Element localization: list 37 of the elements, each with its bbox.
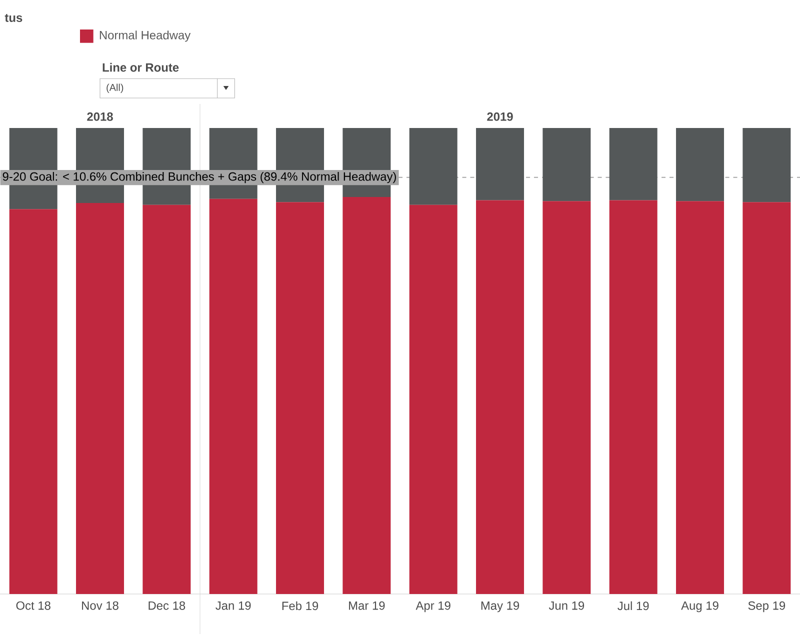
x-tick-label: Aug 19 <box>681 601 718 612</box>
bar <box>742 202 791 594</box>
bar <box>476 200 524 594</box>
bar <box>609 128 658 200</box>
x-tick-label: Apr 19 <box>416 601 450 612</box>
bar <box>142 204 191 594</box>
x-tick-label: Nov 18 <box>82 601 118 610</box>
bar <box>76 203 124 594</box>
bar <box>342 196 391 594</box>
x-tick-label: Feb 19 <box>282 601 318 610</box>
bar <box>476 128 524 200</box>
bar <box>9 209 58 594</box>
bar <box>409 128 458 205</box>
x-tick-label: Oct 18 <box>16 601 50 610</box>
bar <box>209 198 258 594</box>
text: 2019 <box>487 112 513 121</box>
x-tick-label: Jun 19 <box>548 601 584 610</box>
x-tick-label: Dec 18 <box>148 601 186 610</box>
x-tick-label: May 19 <box>481 601 520 612</box>
x-tick-label: Jul 19 <box>618 601 649 610</box>
bar <box>609 200 658 594</box>
bar <box>676 128 724 202</box>
bar <box>742 128 791 202</box>
text: (All) <box>106 84 124 93</box>
bar <box>542 201 591 594</box>
ref-line-label: 9-20 Goal: < 10.6% Combined Bunches + Gaps (89.4% Normal Headway) <box>2 172 396 184</box>
bar <box>676 201 724 594</box>
bar <box>409 204 458 594</box>
x-tick-label: Jan 19 <box>216 601 251 610</box>
bar <box>276 202 324 594</box>
x-tick-label: Sep 19 <box>748 601 786 612</box>
text: 2018 <box>87 112 113 121</box>
x-tick-label: Mar 19 <box>349 601 385 610</box>
bar <box>542 128 591 202</box>
legend-label: Normal Headway <box>100 30 191 42</box>
text: Line or Route <box>102 62 179 72</box>
legend-title: tus <box>4 14 22 22</box>
